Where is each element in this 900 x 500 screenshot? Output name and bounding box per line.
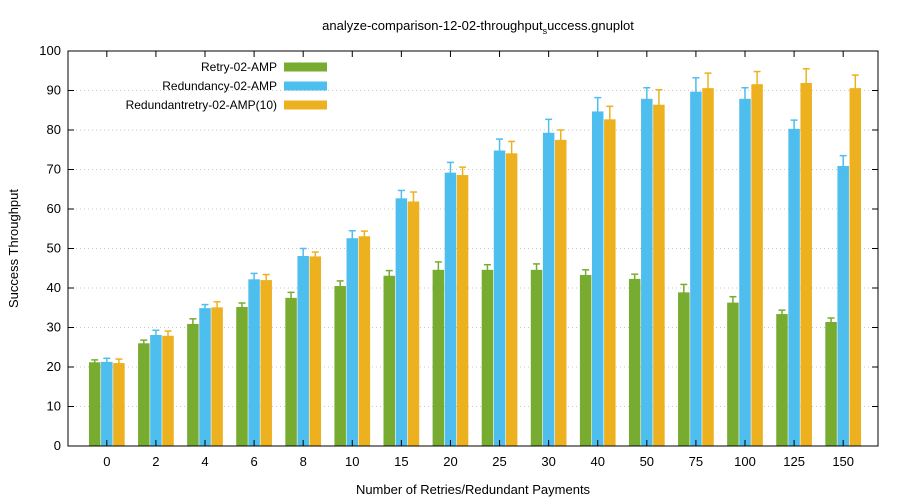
error-bars-layer bbox=[91, 68, 859, 368]
x-tick-label: 75 bbox=[689, 454, 703, 469]
bar bbox=[788, 128, 800, 446]
chart-title: analyze-comparison-12-02-throughputsucce… bbox=[322, 18, 634, 36]
bar bbox=[739, 98, 751, 447]
bar bbox=[395, 198, 408, 446]
y-tick-label: 80 bbox=[47, 122, 61, 137]
bar bbox=[113, 363, 125, 446]
chart-title-subscript: s bbox=[543, 26, 548, 36]
x-tick-label: 125 bbox=[783, 454, 805, 469]
bar bbox=[211, 307, 223, 446]
bar bbox=[297, 256, 309, 446]
bar bbox=[604, 119, 616, 447]
bar bbox=[285, 297, 297, 446]
x-tick-label: 4 bbox=[201, 454, 208, 469]
bar bbox=[653, 104, 665, 446]
bar bbox=[678, 292, 690, 446]
chart-title-rest: uccess.gnuplot bbox=[547, 18, 634, 33]
legend-label: Redundantretry-02-AMP(10) bbox=[126, 98, 277, 112]
bar bbox=[248, 279, 260, 446]
y-tick-label: 70 bbox=[47, 162, 61, 177]
bar bbox=[187, 323, 199, 446]
bar bbox=[236, 306, 248, 446]
bar bbox=[481, 269, 494, 446]
bar bbox=[101, 361, 113, 446]
bar bbox=[702, 88, 714, 446]
bar bbox=[358, 236, 371, 446]
bar bbox=[432, 269, 445, 446]
x-tick-label: 2 bbox=[152, 454, 159, 469]
bar bbox=[346, 238, 359, 446]
bar bbox=[456, 175, 469, 446]
legend-swatch bbox=[284, 100, 327, 110]
bar bbox=[825, 321, 837, 446]
bar bbox=[800, 82, 812, 447]
bar bbox=[309, 256, 322, 446]
x-tick-label: 6 bbox=[250, 454, 257, 469]
bar bbox=[579, 274, 592, 446]
bar bbox=[260, 280, 272, 446]
y-tick-label: 20 bbox=[47, 359, 61, 374]
legend: Retry-02-AMP Redundancy-02-AMP Redundantre… bbox=[126, 60, 327, 112]
bar bbox=[505, 153, 518, 446]
x-tick-label: 25 bbox=[492, 454, 506, 469]
bar bbox=[530, 269, 543, 446]
y-tick-label: 40 bbox=[47, 280, 61, 295]
x-tick-label: 50 bbox=[640, 454, 654, 469]
x-tick-label: 30 bbox=[541, 454, 555, 469]
legend-label: Redundancy-02-AMP bbox=[162, 79, 277, 93]
bar bbox=[591, 111, 604, 446]
chart-title-main: analyze-comparison-12-02-throughput bbox=[322, 18, 543, 33]
legend-swatch bbox=[284, 81, 327, 91]
bar bbox=[334, 286, 346, 446]
ticks-layer: 0 10 20 30 40 50 60 70 80 90 100 0 2 4 6 8 10 15 20 25 30 40 5… bbox=[39, 43, 878, 469]
x-tick-label: 20 bbox=[443, 454, 457, 469]
bar bbox=[150, 335, 162, 446]
x-tick-label: 40 bbox=[590, 454, 604, 469]
bar bbox=[628, 278, 641, 446]
x-tick-label: 10 bbox=[345, 454, 359, 469]
x-tick-label: 15 bbox=[394, 454, 408, 469]
bar bbox=[751, 84, 763, 447]
y-tick-label: 90 bbox=[47, 83, 61, 98]
y-tick-label: 0 bbox=[54, 438, 61, 453]
bar bbox=[837, 165, 849, 446]
bar bbox=[727, 302, 739, 446]
y-axis-label: Success Throughput bbox=[6, 189, 21, 308]
bar bbox=[444, 172, 457, 446]
bar bbox=[776, 314, 788, 446]
grid-layer bbox=[68, 90, 878, 407]
y-tick-label: 50 bbox=[47, 241, 61, 256]
legend-item: Retry-02-AMP bbox=[201, 60, 327, 74]
bar bbox=[690, 91, 702, 446]
bar bbox=[199, 308, 211, 446]
bar bbox=[162, 335, 174, 446]
x-axis-label: Number of Retries/Redundant Payments bbox=[356, 482, 591, 497]
bar bbox=[493, 150, 506, 447]
y-tick-label: 30 bbox=[47, 320, 61, 335]
legend-label: Retry-02-AMP bbox=[201, 60, 277, 74]
bar bbox=[542, 132, 555, 446]
bar bbox=[383, 275, 396, 446]
bars-layer bbox=[88, 82, 862, 447]
bar bbox=[641, 98, 653, 447]
y-tick-label: 100 bbox=[39, 43, 61, 58]
bar bbox=[88, 362, 101, 446]
legend-swatch bbox=[284, 62, 327, 72]
bar bbox=[407, 201, 420, 446]
legend-item: Redundancy-02-AMP bbox=[162, 79, 327, 93]
y-tick-label: 60 bbox=[47, 201, 61, 216]
bar bbox=[138, 343, 150, 446]
legend-item: Redundantretry-02-AMP(10) bbox=[126, 98, 327, 112]
bar bbox=[554, 139, 567, 446]
x-tick-label: 150 bbox=[832, 454, 854, 469]
y-tick-label: 10 bbox=[47, 399, 61, 414]
x-tick-label: 8 bbox=[300, 454, 307, 469]
x-tick-label: 100 bbox=[734, 454, 756, 469]
x-tick-label: 0 bbox=[103, 454, 110, 469]
bar bbox=[849, 88, 862, 446]
